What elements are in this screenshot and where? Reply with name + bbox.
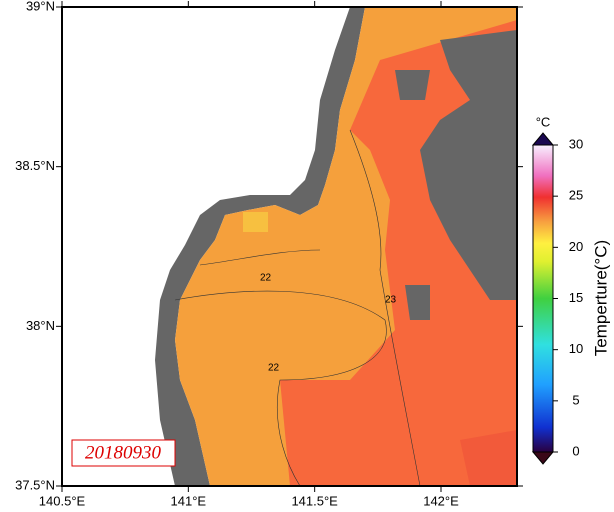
cloud-mask bbox=[420, 30, 517, 300]
colorbar-tick-label: 10 bbox=[569, 341, 583, 356]
colorbar-tick-label: 20 bbox=[569, 239, 583, 254]
contour-label: 22 bbox=[268, 363, 280, 374]
date-box bbox=[71, 439, 176, 467]
contour-line bbox=[349, 129, 421, 486]
map-frame bbox=[61, 6, 518, 487]
colorbar-tick-label: 5 bbox=[572, 392, 579, 407]
colorbar-tick-label: 25 bbox=[569, 188, 583, 203]
contour-line bbox=[199, 249, 321, 266]
lon-label: 141.5°E bbox=[291, 493, 338, 508]
cloud-mask bbox=[395, 70, 430, 100]
cloud-mask bbox=[405, 285, 430, 320]
lon-label: 141°E bbox=[171, 493, 207, 508]
contour-label: 23 bbox=[385, 295, 397, 306]
lat-label: 37.5°N bbox=[15, 477, 55, 492]
colorbar-tick-label: 15 bbox=[569, 290, 583, 305]
lat-label: 39°N bbox=[26, 0, 55, 13]
contour-line bbox=[174, 290, 387, 486]
colorbar-tick-label: 0 bbox=[572, 443, 579, 458]
lon-label: 142°E bbox=[423, 493, 459, 508]
colorbar-tick-label: 30 bbox=[569, 136, 583, 151]
lon-label: 140.5°E bbox=[39, 493, 86, 508]
cool-patch bbox=[243, 212, 268, 232]
map-area: 22 23 22 bbox=[155, 7, 517, 486]
colorbar bbox=[532, 144, 554, 453]
lat-label: 38°N bbox=[26, 318, 55, 333]
colorbar-arrow bbox=[531, 451, 555, 465]
land-strip bbox=[155, 7, 365, 486]
colorbar-title: Temperture(°C) bbox=[591, 240, 610, 356]
contour-label: 22 bbox=[260, 273, 272, 284]
lat-label: 38.5°N bbox=[15, 158, 55, 173]
colorbar-arrow bbox=[531, 132, 555, 146]
date-label: 20180930 bbox=[85, 442, 162, 463]
colorbar-unit: °C bbox=[536, 114, 551, 129]
warm-region bbox=[460, 430, 517, 486]
